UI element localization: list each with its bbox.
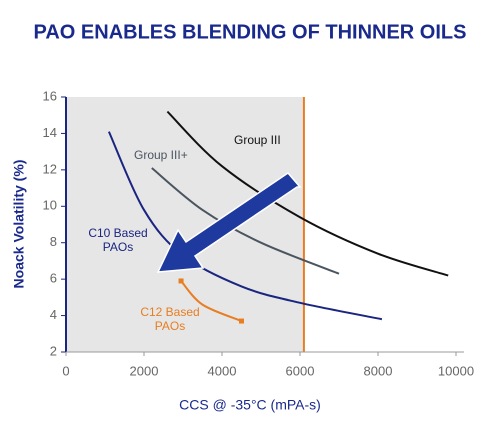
y-tick-label: 16 [43,88,57,103]
end-marker [239,318,244,324]
series-line [166,110,449,277]
y-tick-label: 10 [43,198,57,213]
x-tick-label: 0 [62,363,69,378]
y-tick-label: 2 [50,343,57,358]
y-tick-label: 4 [50,307,57,322]
y-tick-label: 8 [50,234,57,249]
series-label: Group III [234,133,281,147]
x-tick-label: 10000 [438,363,474,378]
x-tick-label: 8000 [364,363,393,378]
end-marker [178,278,184,284]
x-axis-label: CCS @ -35°C (mPA-s) [179,397,321,413]
shaded-region [66,97,304,352]
y-axis-label: Noack Volatility (%) [11,160,27,289]
series-line [180,280,242,322]
x-tick-label: 4000 [208,363,237,378]
chart-title: PAO ENABLES BLENDING OF THINNER OILS [34,21,467,43]
plot-area: 2 4 6 8 10 12 14 16 0 2000 4000 6000 8000 10000 [43,88,475,378]
series-label: C10 Based PAOs [88,226,147,254]
series-label: C12 Based PAOs [140,305,199,333]
y-tick-label: 14 [43,125,57,140]
y-tick-label: 12 [43,161,57,176]
y-tick-label: 6 [50,271,57,286]
x-tick-label: 6000 [286,363,315,378]
trend-arrow [156,172,302,273]
series-label: Group III+ [134,148,188,162]
x-tick-label: 2000 [130,363,159,378]
series-line [107,131,383,321]
